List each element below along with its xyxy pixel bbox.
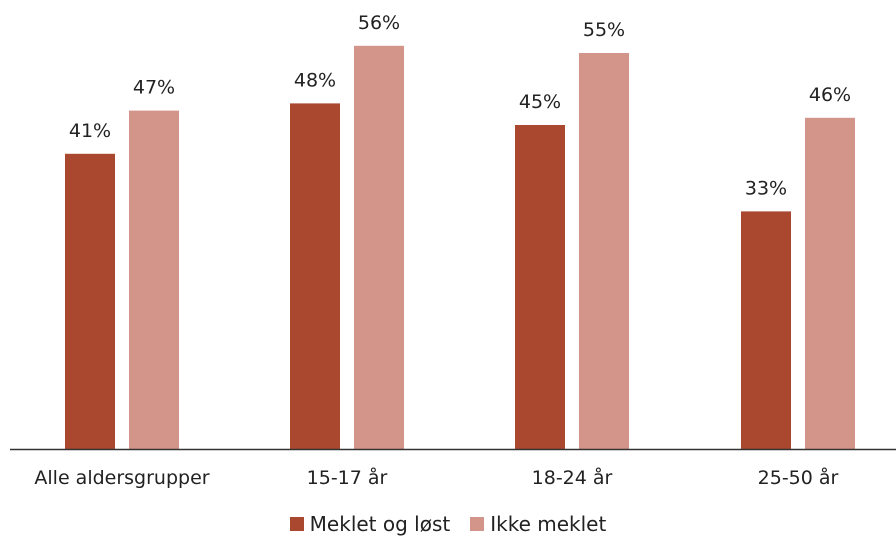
category-label-3: 25-50 år (758, 466, 839, 489)
legend-label-series-0: Meklet og løst (309, 512, 451, 536)
bars-layer (65, 45, 855, 450)
bar-series-1-cat-3 (805, 117, 855, 450)
value-label-series-0-cat-0: 41% (69, 120, 111, 142)
bar-series-1-cat-1 (354, 45, 404, 450)
bar-series-1-cat-0 (129, 110, 179, 449)
bar-series-0-cat-0 (65, 153, 115, 450)
legend: Meklet og løst Ikke meklet (0, 510, 896, 538)
value-label-series-1-cat-0: 47% (133, 77, 175, 99)
legend-item-series-1: Ikke meklet (470, 512, 606, 536)
legend-swatch-series-0 (289, 517, 304, 531)
legend-item-series-0: Meklet og løst (289, 512, 451, 536)
bar-series-0-cat-1 (290, 103, 340, 450)
category-label-0: Alle aldersgrupper (34, 467, 209, 489)
bar-series-0-cat-2 (515, 125, 565, 449)
bar-series-0-cat-3 (741, 211, 791, 449)
value-label-series-1-cat-2: 55% (583, 19, 625, 41)
category-label-2: 18-24 år (532, 466, 613, 489)
value-label-series-1-cat-1: 56% (358, 12, 400, 34)
value-labels-layer: 41% 48% 45% 33% 47% 56% 55% 46% (69, 12, 851, 200)
bar-chart: 41% 48% 45% 33% 47% 56% 55% 46% Alle aldersgrup… (10, 12, 896, 489)
value-label-series-1-cat-3: 46% (809, 84, 851, 106)
legend-swatch-series-1 (470, 517, 485, 531)
value-label-series-0-cat-2: 45% (519, 91, 561, 113)
value-label-series-0-cat-3: 33% (745, 177, 787, 199)
bar-series-1-cat-2 (579, 53, 629, 449)
legend-label-series-1: Ikke meklet (490, 512, 607, 536)
category-label-1: 15-17 år (307, 466, 388, 489)
value-label-series-0-cat-1: 48% (294, 69, 336, 91)
category-labels-layer: Alle aldersgrupper 15-17 år 18-24 år 25-50 … (34, 466, 838, 489)
